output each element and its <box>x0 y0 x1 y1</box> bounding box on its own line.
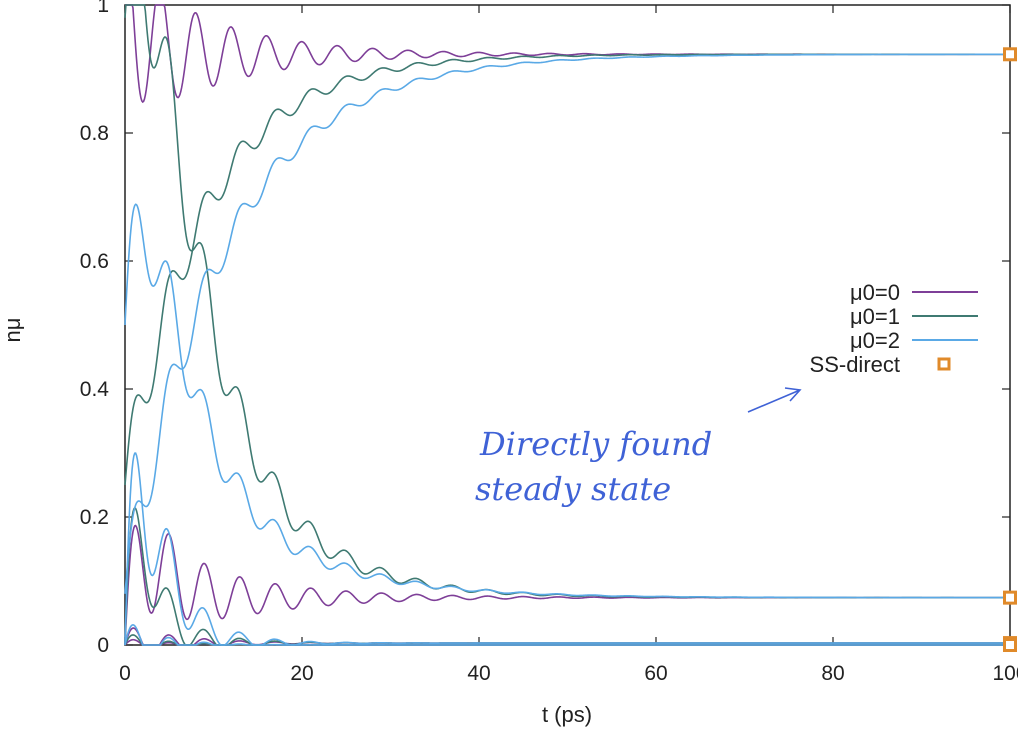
y-tick-label: 0.4 <box>80 378 110 401</box>
legend-label-ss: SS-direct <box>810 352 900 377</box>
legend-label-2: μ0=2 <box>850 328 900 353</box>
x-tick-label: 0 <box>119 662 131 685</box>
annotation-arrow <box>747 387 802 413</box>
steady-state-point <box>1003 638 1017 652</box>
series-line-1 <box>124 53 1010 486</box>
x-axis: 0 20 40 60 80 100 <box>119 5 1018 685</box>
y-axis: 0 0.2 0.4 0.6 0.8 1 <box>80 0 1010 657</box>
y-tick-label: 0.8 <box>80 122 109 145</box>
x-tick-label: 80 <box>821 662 844 685</box>
y-tick-label: 0.6 <box>80 250 109 273</box>
y-tick-label: 1 <box>97 0 109 17</box>
legend-label-0: μ0=0 <box>850 280 900 305</box>
series-line-2 <box>124 623 1010 646</box>
series-layer <box>124 4 1010 646</box>
legend-swatch-ss <box>937 357 951 371</box>
series-line-2 <box>124 452 1010 646</box>
annotation-line-1: Directly found <box>479 425 712 463</box>
x-tick-label: 20 <box>290 662 313 685</box>
series-line-2 <box>124 203 1010 599</box>
steady-state-point <box>1003 590 1017 605</box>
legend: μ0=0μ0=1μ0=2SS-direct <box>810 280 978 377</box>
series-line-0 <box>124 524 1010 646</box>
x-tick-label: 40 <box>467 662 490 685</box>
x-tick-label: 100 <box>992 662 1018 685</box>
series-line-2 <box>124 53 1010 594</box>
y-axis-label: nμ <box>0 318 25 343</box>
legend-label-1: μ0=1 <box>850 304 900 329</box>
y-tick-label: 0.2 <box>80 506 109 529</box>
x-axis-label: t (ps) <box>542 702 592 727</box>
y-tick-label: 0 <box>97 634 109 657</box>
steady-state-markers <box>1003 47 1017 652</box>
handwritten-annotation: Directly found steady state <box>475 387 802 508</box>
steady-state-point <box>1003 47 1017 62</box>
x-tick-label: 60 <box>644 662 667 685</box>
annotation-line-2: steady state <box>475 470 671 508</box>
